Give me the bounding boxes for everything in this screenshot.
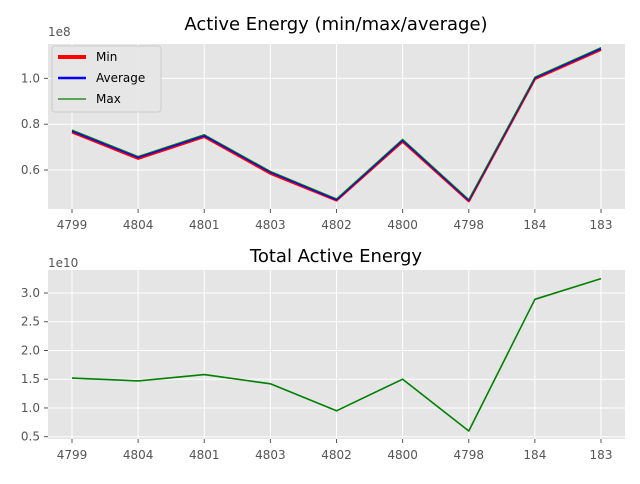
x-tick-label: 4802 [321, 218, 352, 232]
y-tick-label: 0.6 [21, 163, 40, 177]
y-tick-label: 1.0 [21, 71, 40, 85]
series-line-max [71, 46, 602, 200]
y-axis-offset-label: 1e10 [48, 256, 78, 270]
x-tick-label: 4804 [123, 218, 154, 232]
total-active-energy-chart: 4799 4804 4801 4803 4802 4800 4798 184 183 0.5 1.… [21, 246, 625, 462]
legend-box [51, 45, 162, 113]
chart-title: Active Energy (min/max/average) [184, 14, 487, 35]
y-tick-label: 3.0 [21, 286, 40, 300]
x-tick-label: 184 [523, 448, 546, 462]
chart-title: Total Active Energy [249, 246, 423, 267]
x-tick-label: 183 [590, 448, 613, 462]
y-tick-label: 2.5 [21, 315, 40, 329]
x-tick-label: 183 [590, 218, 613, 232]
x-tick-label: 4798 [453, 448, 484, 462]
x-tick-label: 4803 [255, 448, 286, 462]
y-tick-label: 1.0 [21, 401, 40, 415]
series-line-total [71, 277, 602, 432]
legend-label: Average [96, 71, 145, 85]
x-tick-label: 4800 [387, 448, 418, 462]
x-tick-label: 184 [523, 218, 546, 232]
x-tick-label: 4800 [387, 218, 418, 232]
y-tick-label: 2.0 [21, 343, 40, 357]
y-tick-label: 0.8 [21, 117, 40, 131]
x-tick-label: 4798 [453, 218, 484, 232]
y-axis-offset-label: 1e8 [48, 25, 71, 39]
x-tick-label: 4803 [255, 218, 286, 232]
x-tick-label: 4802 [321, 448, 352, 462]
legend-label: Min [96, 50, 117, 64]
legend: Min Average Max [51, 45, 162, 113]
min-max-average-chart: 4799 4804 4801 4803 4802 4800 4798 184 183 0.6 0.… [21, 14, 625, 232]
x-tick-label: 4801 [189, 448, 220, 462]
y-tick-label: 0.5 [21, 430, 40, 444]
x-tick-label: 4799 [57, 448, 88, 462]
y-tick-label: 1.5 [21, 372, 40, 386]
legend-label: Max [96, 92, 121, 106]
x-tick-label: 4804 [123, 448, 154, 462]
x-tick-label: 4799 [57, 218, 88, 232]
x-tick-label: 4801 [189, 218, 220, 232]
